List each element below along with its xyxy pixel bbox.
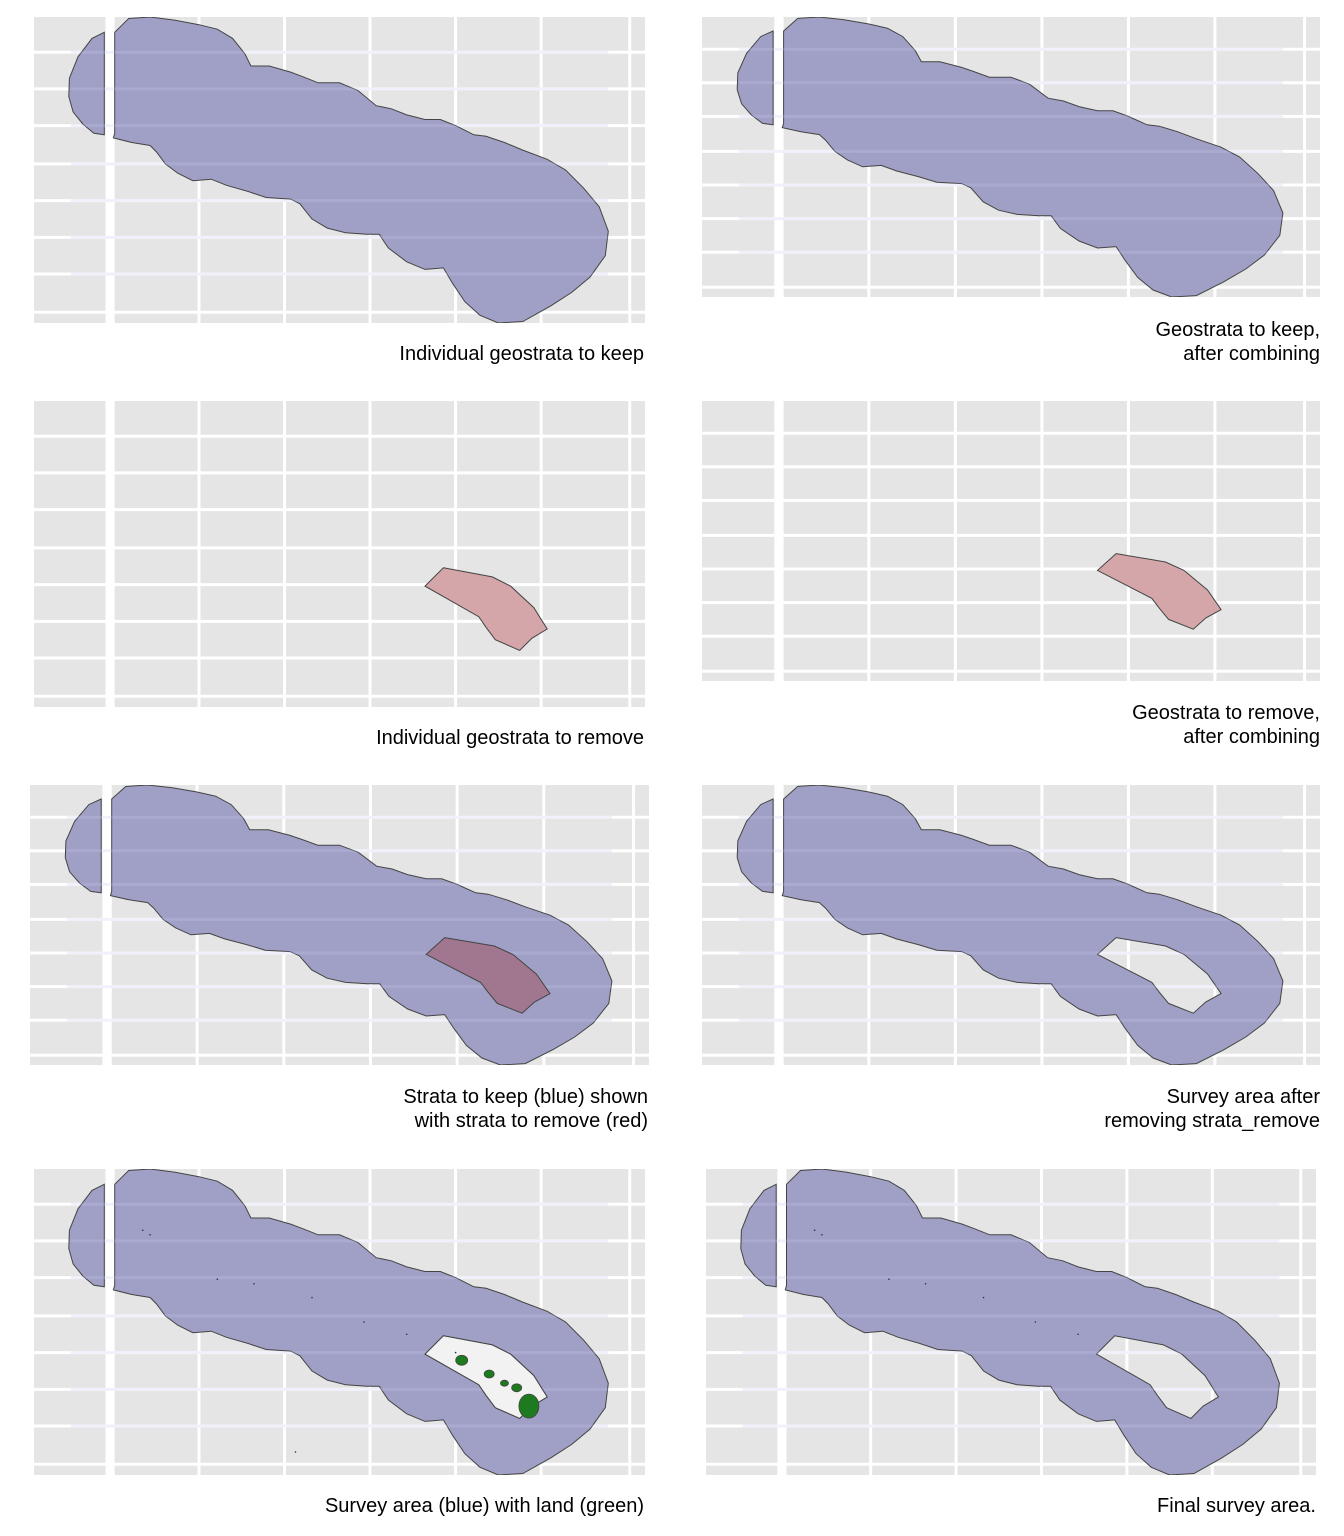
keep-strata-polygon [109, 785, 613, 1065]
map-plot [34, 17, 645, 323]
panel-individual-remove [34, 401, 645, 707]
map-plot [30, 785, 649, 1065]
keep-strata-polygon [112, 17, 609, 323]
panel-keep-with-remove [30, 785, 649, 1065]
map-plot [34, 401, 645, 707]
panel-combined-remove [702, 401, 1320, 681]
plot-background [702, 401, 1320, 681]
panel-final-survey-area [706, 1169, 1316, 1475]
remove-strata-polygon [424, 567, 548, 651]
keep-strata-left-lobe [68, 31, 105, 136]
panel-survey-area [702, 785, 1320, 1065]
map-plot [702, 785, 1320, 1065]
panel-caption: Final survey area. [1157, 1495, 1316, 1517]
keep-strata-left-lobe [736, 798, 774, 894]
land-islands [141, 1229, 540, 1453]
keep-strata-left-lobe [740, 1183, 777, 1288]
panel-caption: Survey area after removing strata_remove [1104, 1086, 1320, 1132]
map-plot [702, 401, 1320, 681]
panel-caption: Individual geostrata to keep [399, 343, 644, 365]
plot-background [34, 401, 645, 707]
panel-caption: Survey area (blue) with land (green) [324, 1495, 644, 1517]
gridlines [702, 401, 1320, 681]
small-land-dots [813, 1229, 1079, 1336]
keep-strata-left-lobe [68, 1183, 105, 1288]
panel-survey-with-land [34, 1169, 645, 1475]
remove-strata-polygon [1096, 553, 1222, 630]
keep-strata-polygon [781, 785, 1284, 1065]
keep-strata-polygon [781, 17, 1284, 297]
panel-caption: Individual geostrata to remove [376, 727, 644, 749]
panel-caption: Strata to keep (blue) shown with strata … [403, 1086, 648, 1132]
keep-strata-polygon [784, 1169, 1280, 1475]
keep-strata-left-lobe [736, 30, 774, 126]
map-plot [706, 1169, 1316, 1475]
panel-individual-keep [34, 17, 645, 323]
panel-caption: Geostrata to remove, after combining [1132, 702, 1320, 748]
keep-strata-left-lobe [64, 798, 102, 894]
panel-combined-keep [702, 17, 1320, 297]
panel-caption: Geostrata to keep, after combining [1155, 319, 1320, 365]
map-plot [702, 17, 1320, 297]
remove-strata-polygon [425, 937, 551, 1014]
map-plot [34, 1169, 645, 1475]
gridlines [34, 401, 645, 707]
